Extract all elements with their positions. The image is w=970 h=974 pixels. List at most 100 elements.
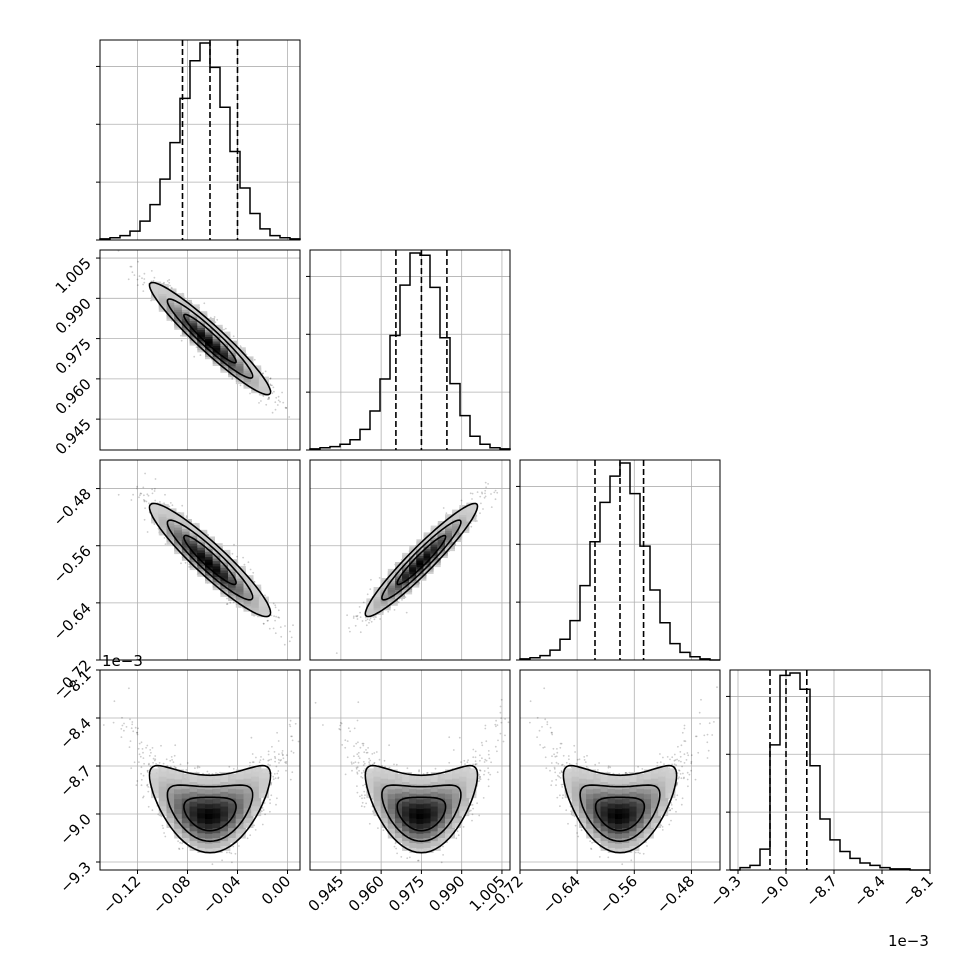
scatter-point [199,766,201,768]
scatter-point [371,753,373,755]
scatter-point [137,279,139,281]
scatter-point [232,846,234,848]
scatter-point [147,531,149,533]
scatter-point [283,757,285,759]
scatter-point [142,797,144,799]
scatter-point [249,765,251,767]
scatter-point [136,488,138,490]
scatter-point [295,723,297,725]
scatter-point [143,775,145,777]
scatter-point [281,392,283,394]
scatter-point [168,282,170,284]
scatter-point [268,512,270,514]
scatter-point [140,493,142,495]
scatter-point [169,760,171,762]
scatter-point [247,837,249,839]
scatter-point [358,770,360,772]
scatter-point [146,493,148,495]
scatter-point [138,748,140,750]
scatter-point [278,396,280,398]
scatter-point [363,751,365,753]
scatter-point [150,765,152,767]
scatter-point [359,606,361,608]
scatter-point [139,753,141,755]
scatter-point [448,762,450,764]
scatter-point [229,852,231,854]
scatter-point [132,494,134,496]
scatter-point [255,757,257,759]
scatter-point [155,763,157,765]
scatter-point [515,715,517,717]
scatter-point [143,757,145,759]
scatter-point [226,852,228,854]
scatter-point [269,628,271,630]
scatter-point [270,794,272,796]
scatter-point [136,486,138,488]
scatter-point [200,354,202,356]
scatter-point [147,770,149,772]
scatter-point [360,747,362,749]
scatter-point [268,759,270,761]
scatter-point [356,785,358,787]
scatter-point [141,741,143,743]
scatter-point [180,764,182,766]
scatter-point [121,717,123,719]
scatter-point [291,637,293,639]
scatter-point [131,721,133,723]
scatter-point [285,770,287,772]
scatter-point [336,652,338,654]
scatter-point [186,517,188,519]
scatter-point [147,784,149,786]
scatter-point [244,564,246,566]
scatter-point [269,802,271,804]
scatter-point [357,792,359,794]
scatter-point [273,391,275,393]
scatter-point [481,742,483,744]
scatter-point [490,493,492,495]
scatter-point [282,754,284,756]
scatter-point [396,764,398,766]
scatter-point [278,740,280,742]
scatter-point [289,640,291,642]
histogram-3 [730,673,930,870]
scatter-point [353,755,355,757]
scatter-point [154,277,156,279]
scatter-point [163,832,165,834]
scatter-point [303,757,305,759]
histogram-panel-0 [100,40,300,240]
scatter-point [511,720,513,722]
scatter-point [286,754,288,756]
density-cell [220,550,230,560]
scatter-point [144,273,146,275]
joint-panel-0-2 [118,473,294,646]
scatter-point [154,758,156,760]
scatter-point [154,500,156,502]
scatter-point [138,496,140,498]
scatter-point [120,728,122,730]
scatter-point [132,730,134,732]
scatter-point [194,767,196,769]
scatter-point [495,498,497,500]
scatter-point [229,602,231,604]
scatter-point [367,618,369,620]
scatter-point [131,499,133,501]
scatter-point [369,619,371,621]
scatter-point [233,544,235,546]
scatter-point [152,747,154,749]
scatter-point [231,378,233,380]
scatter-point [274,401,276,403]
scatter-point [304,750,306,752]
scatter-point [361,794,363,796]
scatter-point [369,588,371,590]
scatter-point [174,755,176,757]
scatter-point [461,500,463,502]
scatter-point [472,808,474,810]
scatter-point [274,773,276,775]
scatter-point [274,761,276,763]
scatter-point [233,601,235,603]
scatter-point [134,274,136,276]
scatter-point [260,756,262,758]
scatter-point [254,581,256,583]
scatter-point [147,791,149,793]
